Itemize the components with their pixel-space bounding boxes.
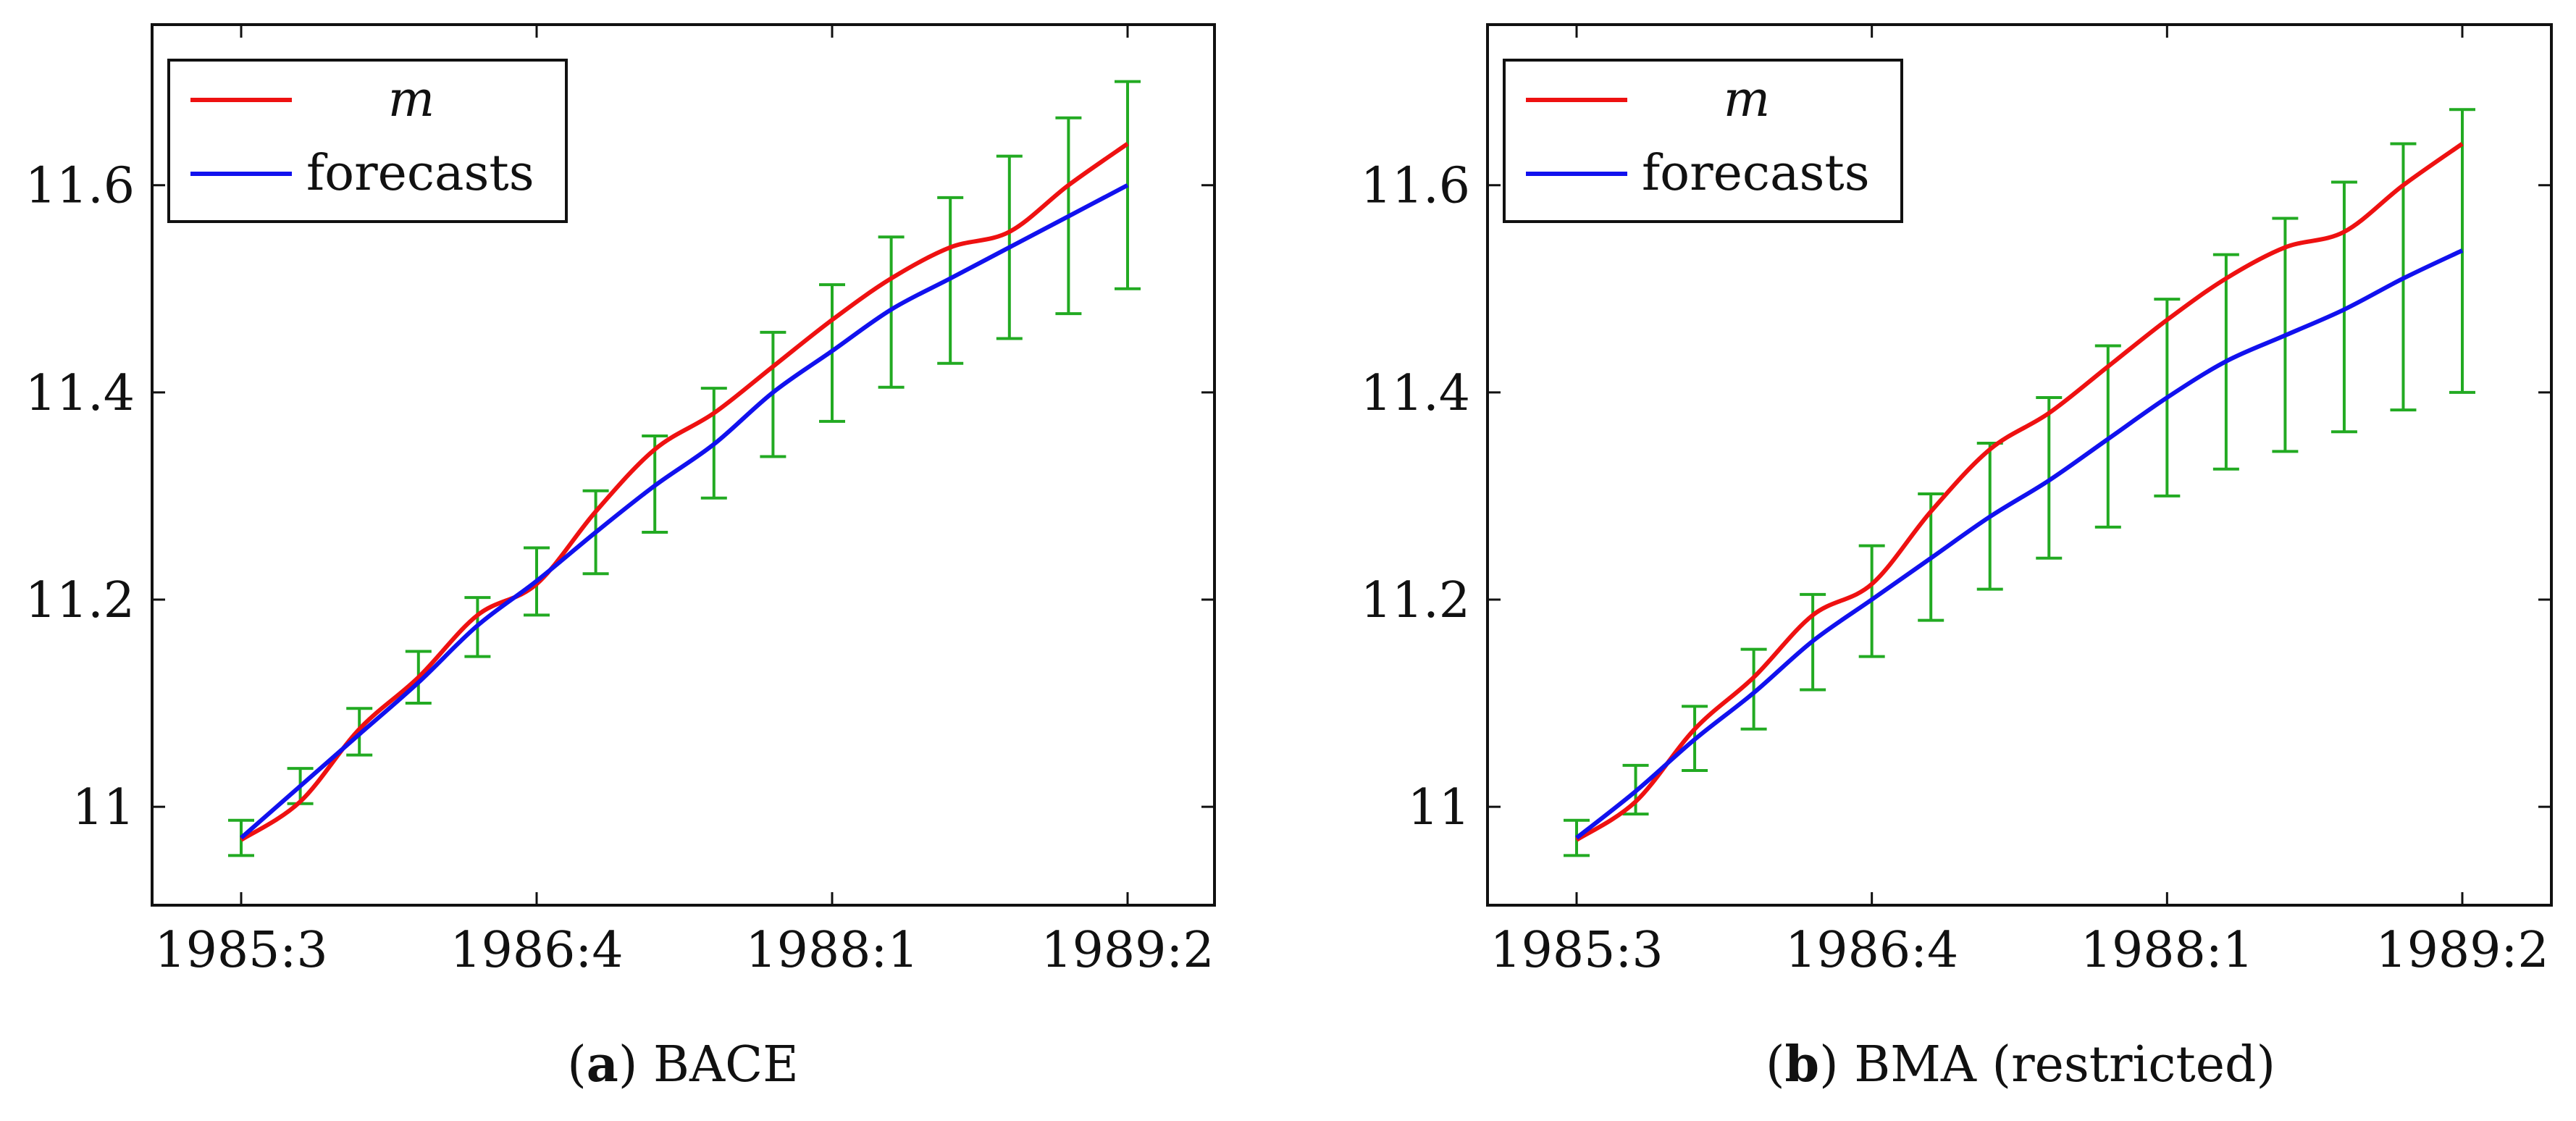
chart-panel-b: 11 11.2 11.4 11.6 1985:3 1986:4 1988:1 1989:2 mf… xyxy=(1361,23,2553,1093)
caption-letter: b xyxy=(1785,1036,1820,1093)
y-tick-label: 11.2 xyxy=(1361,572,1470,629)
x-tick-label: 1988:1 xyxy=(745,922,918,979)
error-bar xyxy=(1115,80,1141,290)
plot-frame xyxy=(151,23,1216,907)
caption-text: BMA (restricted) xyxy=(1854,1036,2275,1093)
y-tick-label: 11.6 xyxy=(1361,158,1470,215)
x-tick-label: 1985:3 xyxy=(1490,922,1663,979)
y-tick-label: 11.2 xyxy=(25,572,135,629)
y-tick-label: 11 xyxy=(1407,779,1470,836)
plot-frame xyxy=(1486,23,2553,907)
legend: m forecasts xyxy=(167,59,568,223)
legend-box xyxy=(167,59,568,223)
x-tick-label: 1985:3 xyxy=(154,922,327,979)
x-tick-label: 1986:4 xyxy=(450,922,623,979)
y-tick-label: 11.4 xyxy=(25,365,135,422)
series-line-forecasts xyxy=(240,183,1129,840)
legend-box xyxy=(1503,59,1903,223)
error-bar xyxy=(878,235,905,389)
y-tick-label: 11.4 xyxy=(1361,365,1470,422)
error-bar xyxy=(1740,647,1767,731)
legend-label: m xyxy=(1724,71,1770,128)
error-bar xyxy=(2330,180,2357,434)
series-line-forecasts xyxy=(1575,248,2464,840)
x-tick-label: 1989:2 xyxy=(1041,922,1214,979)
caption-letter: a xyxy=(587,1036,618,1093)
x-tick-label: 1986:4 xyxy=(1785,922,1958,979)
x-tick-label: 1989:2 xyxy=(2375,922,2548,979)
x-tick-label: 1988:1 xyxy=(2081,922,2254,979)
legend: m forecasts xyxy=(1503,59,1903,223)
chart-panel-a: 11 11.2 11.4 11.6 1985:3 1986:4 1988:1 1989:2 mf… xyxy=(25,23,1216,1093)
caption-text: BACE xyxy=(653,1036,799,1093)
legend-label: forecasts xyxy=(1642,145,1870,202)
legend-label: m xyxy=(388,71,435,128)
y-tick-label: 11 xyxy=(72,779,135,836)
panel-caption: (a) BACE xyxy=(567,1036,799,1093)
series-line-m xyxy=(240,142,1129,842)
y-tick-label: 11.6 xyxy=(25,158,135,215)
series-line-m xyxy=(1575,142,2464,842)
panel-caption: (b) BMA (restricted) xyxy=(1766,1036,2275,1093)
legend-label: forecasts xyxy=(306,145,534,202)
